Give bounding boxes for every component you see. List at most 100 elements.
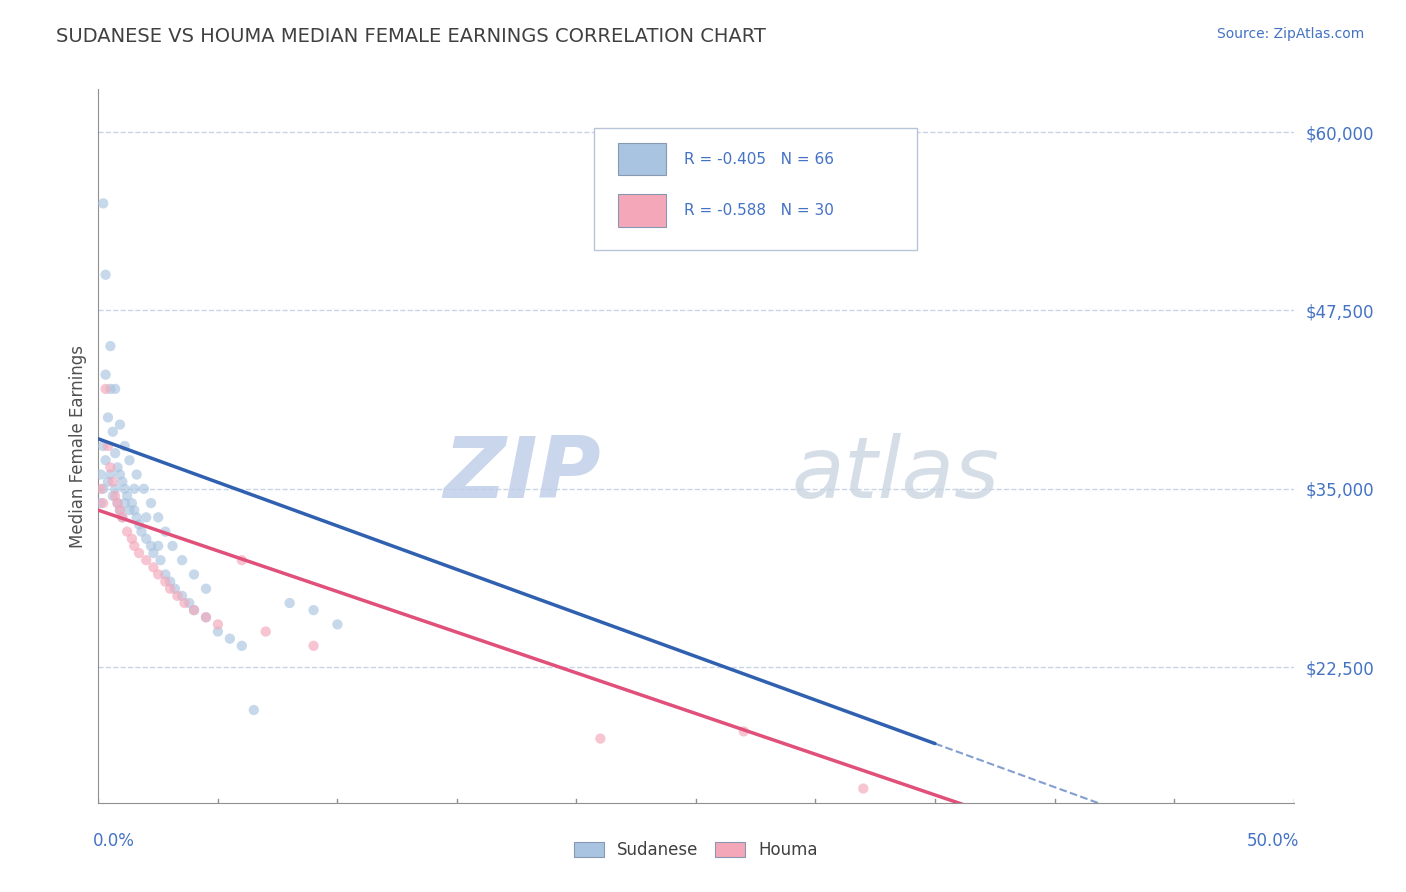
Point [231, 639, 253, 653]
Point [207, 624, 229, 639]
Point [111, 510, 134, 524]
Point [142, 560, 165, 574]
Point [125, 510, 148, 524]
Text: R = -0.405   N = 66: R = -0.405 N = 66 [685, 152, 834, 167]
Y-axis label: Median Female Earnings: Median Female Earnings [69, 344, 87, 548]
Point [94, 268, 117, 282]
FancyBboxPatch shape [619, 143, 666, 175]
Point [111, 510, 134, 524]
Point [111, 475, 134, 489]
Point [243, 703, 266, 717]
Point [302, 603, 325, 617]
Point [101, 489, 124, 503]
Point [97, 439, 120, 453]
FancyBboxPatch shape [595, 128, 917, 250]
Point [91, 496, 114, 510]
Point [183, 603, 205, 617]
Point [121, 532, 143, 546]
Point [852, 781, 875, 796]
Point [149, 553, 172, 567]
Point [107, 496, 129, 510]
Point [254, 624, 277, 639]
Text: 50.0%: 50.0% [1247, 831, 1299, 849]
Point [194, 610, 218, 624]
Point [104, 489, 127, 503]
Point [90, 482, 112, 496]
Point [108, 417, 131, 432]
Point [114, 496, 136, 510]
Point [91, 439, 114, 453]
Text: ZIP: ZIP [443, 433, 600, 516]
Point [114, 482, 136, 496]
FancyBboxPatch shape [619, 194, 666, 227]
Point [159, 582, 181, 596]
Point [135, 510, 157, 524]
Point [231, 553, 253, 567]
Point [166, 589, 188, 603]
Point [179, 596, 201, 610]
Point [326, 617, 349, 632]
Point [207, 617, 229, 632]
Point [115, 524, 138, 539]
Point [90, 467, 112, 482]
Point [104, 482, 127, 496]
Point [194, 582, 218, 596]
Point [114, 439, 136, 453]
Point [155, 567, 177, 582]
Point [97, 410, 120, 425]
Point [159, 574, 181, 589]
Point [173, 596, 195, 610]
Point [172, 553, 194, 567]
Point [101, 425, 124, 439]
Point [90, 496, 112, 510]
Legend: Sudanese, Houma: Sudanese, Houma [567, 835, 825, 866]
Text: Source: ZipAtlas.com: Source: ZipAtlas.com [1216, 27, 1364, 41]
Point [107, 460, 129, 475]
Text: R = -0.588   N = 30: R = -0.588 N = 30 [685, 203, 834, 218]
Point [139, 496, 162, 510]
Text: 0.0%: 0.0% [93, 831, 135, 849]
Point [104, 446, 127, 460]
Point [107, 496, 129, 510]
Point [589, 731, 612, 746]
Point [104, 382, 127, 396]
Point [139, 539, 162, 553]
Point [163, 582, 186, 596]
Point [118, 503, 141, 517]
Point [115, 489, 138, 503]
Point [142, 546, 165, 560]
Text: SUDANESE VS HOUMA MEDIAN FEMALE EARNINGS CORRELATION CHART: SUDANESE VS HOUMA MEDIAN FEMALE EARNINGS… [56, 27, 766, 45]
Point [124, 539, 146, 553]
Point [118, 453, 141, 467]
Point [94, 368, 117, 382]
Text: atlas: atlas [792, 433, 1000, 516]
Point [101, 475, 124, 489]
Point [108, 503, 131, 517]
Point [302, 639, 325, 653]
Point [91, 196, 114, 211]
Point [108, 467, 131, 482]
Point [155, 524, 177, 539]
Point [172, 589, 194, 603]
Point [183, 567, 205, 582]
Point [128, 517, 150, 532]
Point [278, 596, 301, 610]
Point [135, 532, 157, 546]
Point [108, 503, 131, 517]
Point [148, 567, 170, 582]
Point [121, 496, 143, 510]
Point [98, 339, 122, 353]
Point [733, 724, 755, 739]
Point [219, 632, 242, 646]
Point [98, 467, 122, 482]
Point [124, 503, 146, 517]
Point [125, 467, 148, 482]
Point [132, 482, 155, 496]
Point [94, 453, 117, 467]
Point [148, 510, 170, 524]
Point [94, 382, 117, 396]
Point [98, 460, 122, 475]
Point [124, 482, 146, 496]
Point [148, 539, 170, 553]
Point [131, 524, 153, 539]
